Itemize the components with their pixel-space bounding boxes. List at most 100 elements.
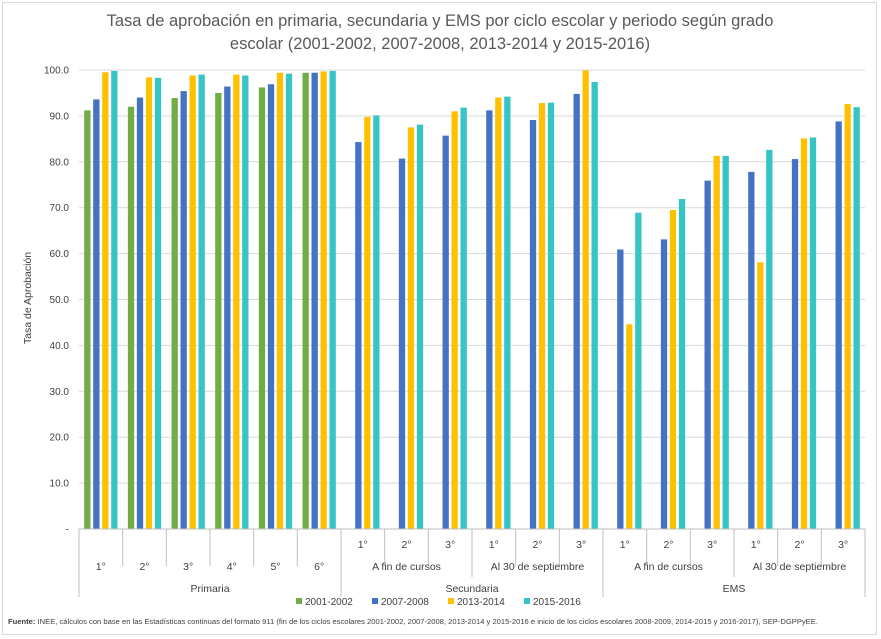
footnote-label: Fuente: bbox=[8, 617, 36, 626]
bar-2007-2008 bbox=[136, 97, 144, 529]
x-axis: 1° 2° 3° 4° 5° 6° 1° 2° 3° 1° 2° 3° 1° 2° 3° 1° 2° 3° A fi… bbox=[78, 528, 866, 597]
legend-label: 2007-2008 bbox=[381, 597, 429, 608]
bar-2007-2008 bbox=[180, 91, 187, 529]
bar-2015-2016 bbox=[678, 198, 686, 529]
bar-2001-2002 bbox=[171, 97, 178, 530]
bar-2007-2008 bbox=[224, 86, 231, 530]
bar-2007-2008 bbox=[617, 249, 624, 529]
bar-2015-2016 bbox=[329, 70, 336, 529]
bar-2007-2008 bbox=[93, 99, 100, 529]
x-category-label: 3° bbox=[838, 539, 848, 551]
bar-2007-2008 bbox=[355, 142, 362, 530]
bar-2013-2014 bbox=[102, 72, 109, 530]
bar-2013-2014 bbox=[407, 127, 415, 529]
bar-2013-2014 bbox=[800, 138, 808, 530]
x-category-label: 3° bbox=[445, 539, 455, 551]
bar-2007-2008 bbox=[486, 110, 493, 529]
y-axis-label: Tasa de Aprobación bbox=[22, 252, 34, 344]
x-category-label: 2° bbox=[532, 539, 542, 551]
y-tick-label: 70.0 bbox=[50, 203, 70, 214]
bar-2013-2014 bbox=[844, 103, 851, 529]
x-group-label: EMS bbox=[723, 583, 746, 595]
bar-2015-2016 bbox=[460, 107, 467, 529]
y-tick-label: - bbox=[66, 525, 69, 536]
bar-2015-2016 bbox=[504, 96, 511, 529]
bar-2001-2002 bbox=[127, 106, 135, 529]
bar-2013-2014 bbox=[276, 72, 284, 529]
x-category-label: 1° bbox=[620, 539, 630, 551]
chart-title-line-2: escolar (2001-2002, 2007-2008, 2013-2014… bbox=[230, 35, 650, 53]
bar-2007-2008 bbox=[835, 121, 842, 530]
x-category-label: 3° bbox=[707, 539, 717, 551]
x-subgroup-label: Al 30 de septiembre bbox=[491, 561, 585, 573]
chart-title-line-1: Tasa de aprobación en primaria, secundar… bbox=[107, 12, 774, 30]
x-group-label: Secundaria bbox=[445, 583, 498, 595]
legend-swatch bbox=[524, 598, 530, 604]
x-category-label: 6° bbox=[314, 561, 324, 573]
x-category-label: 2° bbox=[663, 539, 673, 551]
bar-2013-2014 bbox=[145, 77, 153, 530]
bar-2013-2014 bbox=[582, 70, 589, 530]
x-category-label: 3° bbox=[183, 561, 193, 573]
bar-2013-2014 bbox=[233, 74, 240, 529]
x-category-label: 1° bbox=[358, 539, 368, 551]
bar-2013-2014 bbox=[538, 103, 546, 529]
bar-2007-2008 bbox=[529, 120, 537, 529]
y-axis-ticks: - 10.0 20.0 30.0 40.0 50.0 60.0 70.0 80.0 90.0 100… bbox=[44, 66, 69, 536]
source-footnote: Fuente: INEE, cálculos con base en las E… bbox=[8, 617, 876, 626]
x-category-label: 4° bbox=[227, 561, 237, 573]
legend-swatch bbox=[448, 598, 454, 604]
bar-2013-2014 bbox=[320, 71, 327, 529]
x-category-label: 2° bbox=[401, 539, 411, 551]
x-category-label: 2° bbox=[139, 561, 149, 573]
legend: 2001-2002 2007-2008 2013-2014 2015-2016 bbox=[296, 597, 581, 608]
bar-2001-2002 bbox=[84, 110, 91, 529]
bar-2015-2016 bbox=[635, 212, 642, 529]
x-category-label: 3° bbox=[576, 539, 586, 551]
legend-label: 2001-2002 bbox=[305, 597, 353, 608]
legend-swatch bbox=[372, 598, 378, 604]
y-tick-label: 50.0 bbox=[50, 295, 70, 306]
bar-2015-2016 bbox=[242, 75, 249, 530]
x-subgroup-label: A fin de cursos bbox=[372, 561, 441, 573]
y-tick-label: 10.0 bbox=[50, 479, 70, 490]
bar-2007-2008 bbox=[442, 135, 449, 529]
y-tick-label: 30.0 bbox=[50, 387, 70, 398]
bar-2007-2008 bbox=[748, 171, 755, 529]
y-tick-label: 40.0 bbox=[50, 341, 70, 352]
x-category-label: 5° bbox=[270, 561, 280, 573]
bar-2015-2016 bbox=[198, 74, 205, 529]
bar-2015-2016 bbox=[416, 124, 424, 529]
y-tick-label: 20.0 bbox=[50, 433, 70, 444]
y-tick-label: 90.0 bbox=[50, 111, 70, 122]
legend-swatch bbox=[296, 598, 302, 604]
bar-2001-2002 bbox=[302, 72, 309, 529]
bar-2013-2014 bbox=[757, 262, 764, 529]
x-category-label: 1° bbox=[489, 539, 499, 551]
bar-2015-2016 bbox=[373, 115, 380, 529]
bar-2007-2008 bbox=[267, 84, 275, 529]
bar-2013-2014 bbox=[189, 75, 196, 530]
bar-2001-2002 bbox=[258, 87, 266, 529]
bar-2015-2016 bbox=[853, 107, 860, 529]
bar-2015-2016 bbox=[766, 149, 773, 529]
legend-label: 2015-2016 bbox=[533, 597, 581, 608]
legend-label: 2013-2014 bbox=[457, 597, 505, 608]
footnote-text: INEE, cálculos con base en las Estadísti… bbox=[37, 617, 818, 626]
bar-2013-2014 bbox=[626, 324, 633, 529]
bar-2013-2014 bbox=[495, 97, 502, 529]
bar-2013-2014 bbox=[451, 111, 458, 529]
y-tick-label: 60.0 bbox=[50, 249, 70, 260]
bar-2007-2008 bbox=[791, 159, 799, 529]
gridlines bbox=[79, 69, 865, 530]
bar-2007-2008 bbox=[660, 239, 668, 529]
x-subgroup-label: A fin de cursos bbox=[634, 561, 703, 573]
bar-2015-2016 bbox=[154, 77, 162, 529]
bar-2015-2016 bbox=[285, 73, 293, 529]
bar-2007-2008 bbox=[704, 180, 711, 529]
bar-2007-2008 bbox=[398, 158, 406, 529]
x-group-label: Primaria bbox=[190, 583, 229, 595]
bar-2015-2016 bbox=[809, 137, 817, 529]
bar-2015-2016 bbox=[111, 70, 118, 529]
